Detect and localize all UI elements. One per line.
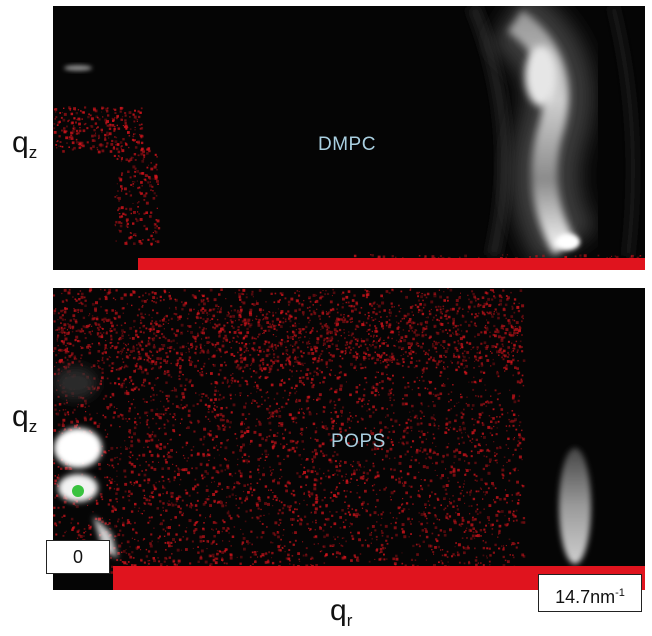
- dmpc-label: DMPC: [318, 134, 376, 155]
- dmpc-reflection-spot: [64, 65, 92, 71]
- pops-label: POPS: [331, 431, 386, 452]
- dmpc-scattering-image: [53, 6, 645, 270]
- dmpc-specular-band: [138, 258, 645, 270]
- qz-axis-label-bottom: qz: [12, 400, 38, 436]
- dmpc-scattering-panel: DMPC: [53, 6, 645, 270]
- direct-beam-spot: [54, 428, 102, 468]
- pops-scattering-panel: POPS: [53, 288, 645, 590]
- beamstop-green-marker: [72, 485, 84, 497]
- qr-axis-label: qr: [330, 594, 353, 630]
- pops-scattering-image: [53, 288, 645, 590]
- qz-axis-label-top: qz: [12, 126, 38, 162]
- scale-end-label: 14.7nm-1: [538, 574, 642, 612]
- scale-start-label: 0: [46, 540, 110, 574]
- pops-bragg-rod: [559, 448, 591, 564]
